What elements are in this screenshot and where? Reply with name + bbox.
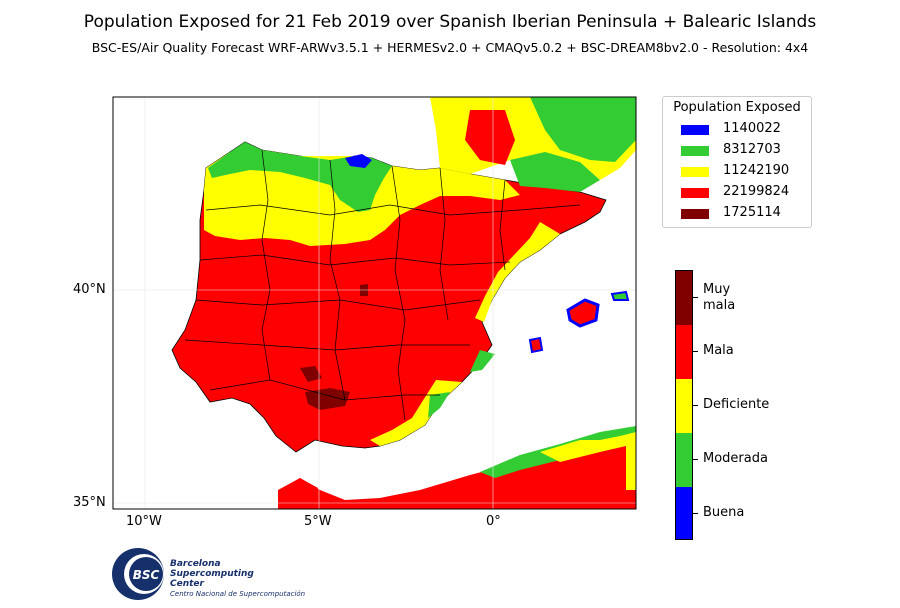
lon-tick-0: 0° [486, 514, 501, 529]
africa-landmass [278, 432, 636, 509]
lat-tick-40: 40°N [73, 282, 106, 297]
bsc-emblem-icon: BSC [112, 548, 164, 600]
logo-subtitle: Centro Nacional de Supercomputación [170, 590, 306, 598]
map-subtitle: BSC-ES/Air Quality Forecast WRF-ARWv3.5.… [91, 40, 809, 55]
ibiza [528, 336, 544, 354]
france-green [530, 97, 636, 162]
colorbar-segment-mala [676, 325, 692, 379]
colorbar-tick [693, 297, 698, 298]
colorbar-tick [693, 351, 698, 352]
legend-swatch [681, 146, 709, 156]
logo-line: Center [170, 579, 204, 589]
logo-line: Supercomputing [170, 569, 254, 579]
green-south-coast [428, 392, 450, 418]
colorbar-tick [693, 513, 698, 514]
legend-label: 1725114 [723, 205, 781, 220]
lon-tick-10w: 10°W [126, 514, 162, 529]
menorca [610, 290, 630, 301]
africa-yellow [540, 432, 636, 490]
colorbar-segment-moderada [676, 433, 692, 487]
yellow-east-coast [475, 222, 560, 322]
legend-item: 1725114 [681, 205, 806, 223]
mallorca [566, 298, 600, 328]
legend-swatch [681, 209, 709, 219]
colorbar-label-muy-mala: Muy mala [703, 282, 736, 313]
legend-swatch [681, 188, 709, 198]
colorbar-label-moderada: Moderada [703, 451, 768, 466]
logo-line: Barcelona [170, 559, 221, 569]
logo-wordmark: Barcelona Supercomputing Center [170, 559, 254, 589]
darkred-hotspot-2 [300, 366, 322, 382]
legend-swatch [681, 167, 709, 177]
colorbar-tick [693, 459, 698, 460]
legend-item: 1140022 [681, 121, 806, 139]
legend: Population Exposed 1140022 8312703 11242… [662, 96, 812, 228]
blue-north [345, 154, 372, 168]
lat-tick-35: 35°N [73, 495, 106, 510]
colorbar-label-deficiente: Deficiente [703, 397, 770, 412]
colorbar-tick [693, 405, 698, 406]
colorbar-label-mala: Mala [703, 343, 734, 358]
bsc-logo: BSC Barcelona Supercomputing Center Cent… [110, 548, 340, 604]
legend-label: 11242190 [723, 163, 790, 178]
legend-swatch [681, 125, 709, 135]
green-pyrenees [510, 150, 600, 192]
colorbar-segment-deficiente [676, 379, 692, 433]
map-title: Population Exposed for 21 Feb 2019 over … [83, 12, 817, 32]
legend-title: Population Exposed [673, 100, 801, 115]
darkred-hotspot-1 [305, 388, 350, 410]
colorbar-segment-muy-mala [676, 271, 692, 325]
graticule [113, 97, 636, 509]
france-red [465, 110, 515, 165]
colorbar-label-buena: Buena [703, 505, 745, 520]
lon-tick-5w: 5°W [304, 514, 332, 529]
green-valencia [470, 350, 495, 372]
legend-label: 1140022 [723, 121, 781, 136]
legend-label: 22199824 [723, 184, 790, 199]
legend-item: 11242190 [681, 163, 806, 181]
legend-label: 8312703 [723, 142, 781, 157]
ceuta-region [280, 478, 318, 506]
province-borders [184, 149, 581, 421]
colorbar [675, 270, 693, 540]
legend-item: 8312703 [681, 142, 806, 160]
bsc-emblem-text: BSC [133, 568, 160, 582]
colorbar-segment-buena [676, 487, 692, 539]
legend-item: 22199824 [681, 184, 806, 202]
map-frame [112, 96, 637, 510]
